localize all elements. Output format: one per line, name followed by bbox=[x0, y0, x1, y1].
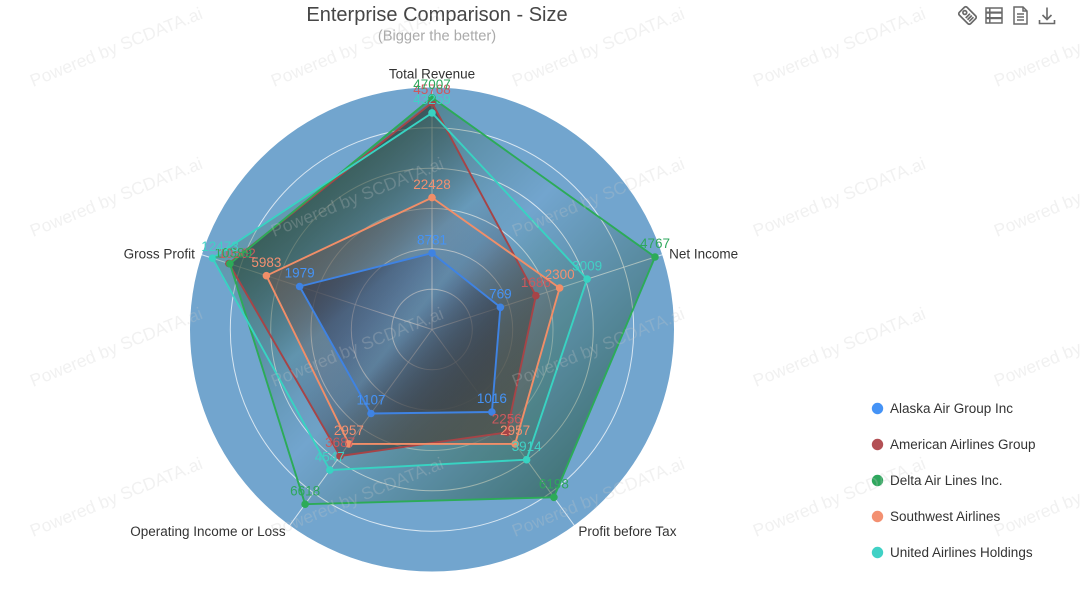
svg-text:Delta Air Lines Inc.: Delta Air Lines Inc. bbox=[890, 473, 1003, 488]
svg-text:(Bigger the better): (Bigger the better) bbox=[378, 29, 496, 45]
svg-text:12473: 12473 bbox=[201, 239, 239, 254]
svg-text:2300: 2300 bbox=[545, 267, 575, 282]
svg-text:10502: 10502 bbox=[218, 246, 256, 261]
svg-text:3687: 3687 bbox=[325, 435, 355, 450]
svg-text:United Airlines Holdings: United Airlines Holdings bbox=[890, 545, 1033, 560]
svg-text:1686: 1686 bbox=[521, 275, 551, 290]
svg-text:Southwest Airlines: Southwest Airlines bbox=[890, 509, 1001, 524]
svg-text:45768: 45768 bbox=[413, 82, 451, 97]
svg-text:Alaska Air Group Inc: Alaska Air Group Inc bbox=[890, 401, 1013, 416]
svg-text:Gross Profit: Gross Profit bbox=[124, 247, 196, 262]
svg-text:1107: 1107 bbox=[356, 393, 385, 408]
svg-text:3914: 3914 bbox=[512, 439, 543, 454]
svg-text:Net Income: Net Income bbox=[669, 247, 738, 262]
svg-text:Operating Income or Loss: Operating Income or Loss bbox=[130, 524, 286, 539]
svg-text:2957: 2957 bbox=[334, 423, 364, 438]
svg-text:10389: 10389 bbox=[215, 246, 253, 261]
svg-text:5983: 5983 bbox=[251, 255, 281, 270]
svg-text:43259: 43259 bbox=[413, 92, 451, 107]
svg-text:769: 769 bbox=[489, 287, 512, 302]
svg-text:4547: 4547 bbox=[315, 449, 345, 464]
svg-text:2256: 2256 bbox=[492, 412, 522, 427]
svg-text:22428: 22428 bbox=[413, 177, 451, 192]
svg-text:Total Revenue: Total Revenue bbox=[389, 67, 475, 82]
svg-text:6618: 6618 bbox=[290, 483, 320, 498]
svg-text:1979: 1979 bbox=[285, 266, 315, 281]
svg-text:4767: 4767 bbox=[640, 236, 670, 251]
svg-text:1016: 1016 bbox=[477, 391, 507, 406]
svg-text:2957: 2957 bbox=[500, 423, 530, 438]
svg-text:8781: 8781 bbox=[417, 232, 447, 247]
svg-text:Profit before Tax: Profit before Tax bbox=[578, 524, 676, 539]
svg-text:6198: 6198 bbox=[539, 477, 569, 492]
svg-text:47007: 47007 bbox=[413, 77, 451, 92]
svg-text:American Airlines Group: American Airlines Group bbox=[890, 437, 1036, 452]
svg-text:Enterprise Comparison - Size: Enterprise Comparison - Size bbox=[306, 4, 567, 26]
svg-text:3009: 3009 bbox=[572, 258, 602, 273]
